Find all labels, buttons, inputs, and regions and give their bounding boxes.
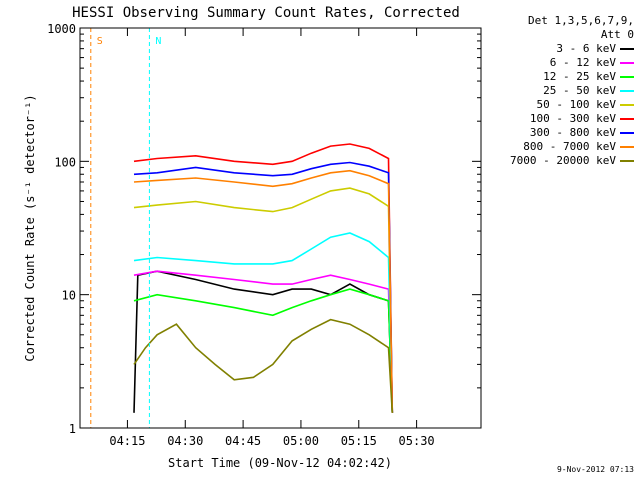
- series-line-5: [133, 143, 394, 413]
- y-tick-label-3: 1000: [47, 22, 76, 36]
- y-tick-label-2: 100: [54, 155, 76, 169]
- legend-entry-5: 100 - 300 keV: [484, 112, 634, 126]
- plot-timestamp: 9-Nov-2012 07:13: [556, 465, 634, 474]
- legend-swatch-6: [620, 132, 634, 134]
- legend-rows: 3 - 6 keV 6 - 12 keV 12 - 25 keV 25 - 50 ke…: [484, 42, 634, 168]
- x-axis-ticks: 04:15 04:30 04:45 05:00 05:15 05:30: [109, 28, 435, 448]
- x-axis-label: Start Time (09-Nov-12 04:02:42): [168, 456, 392, 470]
- legend-label-0: 3 - 6 keV: [556, 42, 616, 55]
- legend-label-1: 6 - 12 keV: [549, 56, 616, 69]
- series-line-6: [133, 161, 394, 413]
- x-tick-label-5: 05:30: [399, 434, 435, 448]
- plot-frame: [79, 27, 482, 429]
- series-line-1: [133, 270, 394, 413]
- legend-label-7: 800 - 7000 keV: [523, 140, 616, 153]
- x-tick-label-2: 04:45: [225, 434, 261, 448]
- legend-header-attenuator: Att 0: [600, 28, 634, 41]
- legend-header-detectors: Det 1,3,5,6,7,9,: [528, 14, 634, 27]
- legend-label-2: 12 - 25 keV: [543, 70, 616, 83]
- legend-swatch-7: [620, 146, 634, 148]
- legend-entry-6: 300 - 800 keV: [484, 126, 634, 140]
- legend-entry-4: 50 - 100 keV: [484, 98, 634, 112]
- annotation-label-1: N: [155, 36, 161, 47]
- y-axis-label: Corrected Count Rate (s⁻¹ detector⁻¹): [23, 94, 37, 361]
- legend-entry-7: 800 - 7000 keV: [484, 140, 634, 154]
- chart-title: HESSI Observing Summary Count Rates, Cor…: [72, 5, 460, 21]
- legend-swatch-5: [620, 118, 634, 120]
- legend-swatch-0: [620, 48, 634, 50]
- y-axis-ticks: 1 10 100 1000: [47, 22, 481, 436]
- legend-swatch-1: [620, 62, 634, 64]
- legend-label-6: 300 - 800 keV: [529, 126, 616, 139]
- legend-entry-8: 7000 - 20000 keV: [484, 154, 634, 168]
- x-tick-label-0: 04:15: [109, 434, 145, 448]
- legend-label-3: 25 - 50 keV: [543, 84, 616, 97]
- legend-swatch-8: [620, 160, 634, 162]
- chart-legend: Det 1,3,5,6,7,9, Att 0 3 - 6 keV 6 - 12 k…: [484, 14, 634, 168]
- series-line-2: [133, 288, 394, 413]
- legend-entry-0: 3 - 6 keV: [484, 42, 634, 56]
- legend-swatch-2: [620, 76, 634, 78]
- x-tick-label-4: 05:15: [341, 434, 377, 448]
- x-tick-label-1: 04:30: [167, 434, 203, 448]
- series-line-3: [133, 232, 394, 413]
- series-line-7: [133, 169, 394, 413]
- legend-entry-2: 12 - 25 keV: [484, 70, 634, 84]
- y-tick-label-0: 1: [69, 422, 76, 436]
- series-layer: [133, 143, 394, 413]
- legend-swatch-4: [620, 104, 634, 106]
- x-tick-label-3: 05:00: [283, 434, 319, 448]
- y-tick-label-1: 10: [62, 289, 76, 303]
- legend-label-5: 100 - 300 keV: [529, 112, 616, 125]
- legend-label-4: 50 - 100 keV: [536, 98, 616, 111]
- legend-entry-1: 6 - 12 keV: [484, 56, 634, 70]
- series-line-8: [133, 318, 394, 413]
- series-line-4: [133, 187, 394, 413]
- legend-entry-3: 25 - 50 keV: [484, 84, 634, 98]
- legend-swatch-3: [620, 90, 634, 92]
- annotation-label-0: S: [97, 36, 103, 47]
- legend-label-8: 7000 - 20000 keV: [510, 154, 616, 167]
